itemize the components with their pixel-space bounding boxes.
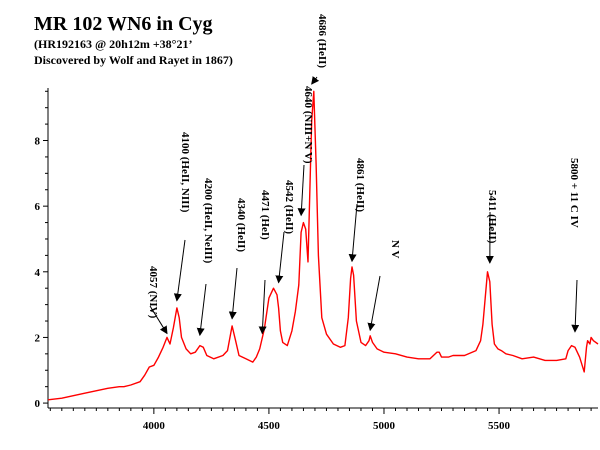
x-tick-label: 4500 bbox=[258, 420, 281, 432]
x-tick-label: 4000 bbox=[143, 420, 166, 432]
peak-arrow bbox=[311, 76, 320, 85]
peak-label: 4057 (NIV) bbox=[147, 266, 159, 319]
peak-label: 5800 + 11 C IV bbox=[568, 158, 580, 228]
peak-label: 4686 (HeII) bbox=[316, 14, 328, 68]
chart-subtitle-line-1: (HR192163 @ 20h12m +38°21’ bbox=[34, 37, 193, 51]
peak-label: 4340 (HeII) bbox=[235, 198, 247, 252]
peak-label: 4100 (HeII, NIII) bbox=[179, 132, 191, 213]
peak-arrow bbox=[258, 279, 267, 335]
chart-title: MR 102 WN6 in Cyg bbox=[34, 13, 213, 35]
peak-label: 4640 (NIII+N V) bbox=[302, 86, 314, 164]
y-tick-label: 4 bbox=[35, 267, 41, 279]
peak-label: N V bbox=[389, 240, 401, 258]
x-tick-label: 5500 bbox=[488, 420, 511, 432]
axes: 0 2 4 6 8 4000 4500 5000 5500 bbox=[35, 88, 598, 432]
peak-label: 4471 (HeI) bbox=[259, 190, 271, 240]
peak-label: 4861 (HeII) bbox=[354, 158, 366, 212]
peak-arrow bbox=[348, 203, 358, 263]
peak-arrow bbox=[571, 279, 580, 333]
peak-arrow bbox=[196, 283, 207, 337]
peak-label: 4200 (HeII, NeIII) bbox=[202, 178, 214, 264]
series-group bbox=[47, 90, 599, 401]
y-tick-label: 0 bbox=[35, 398, 41, 410]
y-tick-label: 2 bbox=[35, 332, 41, 344]
peak-arrow bbox=[275, 231, 285, 284]
x-tick-label: 5000 bbox=[373, 420, 396, 432]
peak-arrow bbox=[173, 239, 186, 302]
chart-subtitle-line-2: Discovered by Wolf and Rayet in 1867) bbox=[34, 53, 233, 67]
peak-arrow bbox=[149, 305, 168, 335]
peak-arrow bbox=[297, 164, 306, 217]
annotations-group: 4057 (NIV) 4100 (HeII, NIII) 4200 (HeII, N… bbox=[147, 14, 580, 337]
title-block: MR 102 WN6 in Cyg (HR192163 @ 20h12m +38… bbox=[34, 12, 233, 68]
peak-arrow bbox=[367, 275, 381, 332]
peak-arrow bbox=[228, 267, 238, 320]
spectrum-line bbox=[47, 90, 599, 401]
y-tick-label: 8 bbox=[35, 136, 41, 148]
peak-label: 5411 (HeII) bbox=[486, 190, 498, 244]
y-tick-label: 6 bbox=[35, 201, 41, 213]
peak-label: 4542 (HeII) bbox=[283, 180, 295, 234]
